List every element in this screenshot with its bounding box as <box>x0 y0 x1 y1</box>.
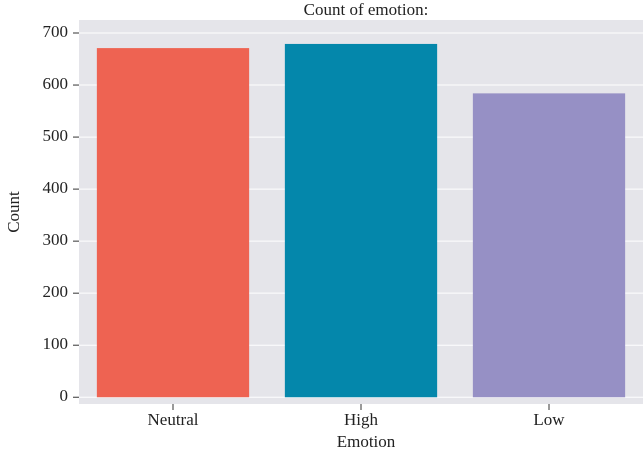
y-axis-label: Count <box>4 191 23 233</box>
y-tick-label: 400 <box>43 178 69 197</box>
x-axis-label: Emotion <box>337 432 396 451</box>
y-tick-label: 0 <box>60 386 69 405</box>
chart-title: Count of emotion: <box>304 0 429 19</box>
y-tick-label: 200 <box>43 282 69 301</box>
y-tick-label: 100 <box>43 334 69 353</box>
y-tick-label: 500 <box>43 126 69 145</box>
bar <box>472 93 626 398</box>
x-tick-label: High <box>344 410 379 429</box>
y-tick-label: 600 <box>43 74 69 93</box>
x-tick-label: Low <box>533 410 565 429</box>
y-tick-label: 700 <box>43 22 69 41</box>
bar <box>284 43 438 398</box>
y-tick-label: 300 <box>43 230 69 249</box>
x-tick-label: Neutral <box>148 410 199 429</box>
bar <box>96 48 250 398</box>
